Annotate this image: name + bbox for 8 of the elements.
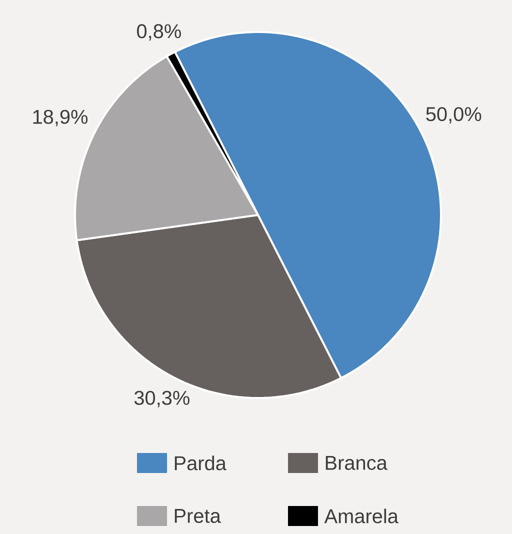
- data-label: 0,8%: [137, 24, 181, 41]
- legend-label: Preta: [174, 509, 221, 523]
- legend-label: Parda: [174, 456, 226, 470]
- data-label: 50,0%: [426, 107, 482, 124]
- legend-label: Amarela: [324, 508, 398, 524]
- data-label: 18,9%: [33, 110, 88, 126]
- data-label: 30,3%: [134, 390, 190, 408]
- legend-label: Branca: [326, 456, 388, 470]
